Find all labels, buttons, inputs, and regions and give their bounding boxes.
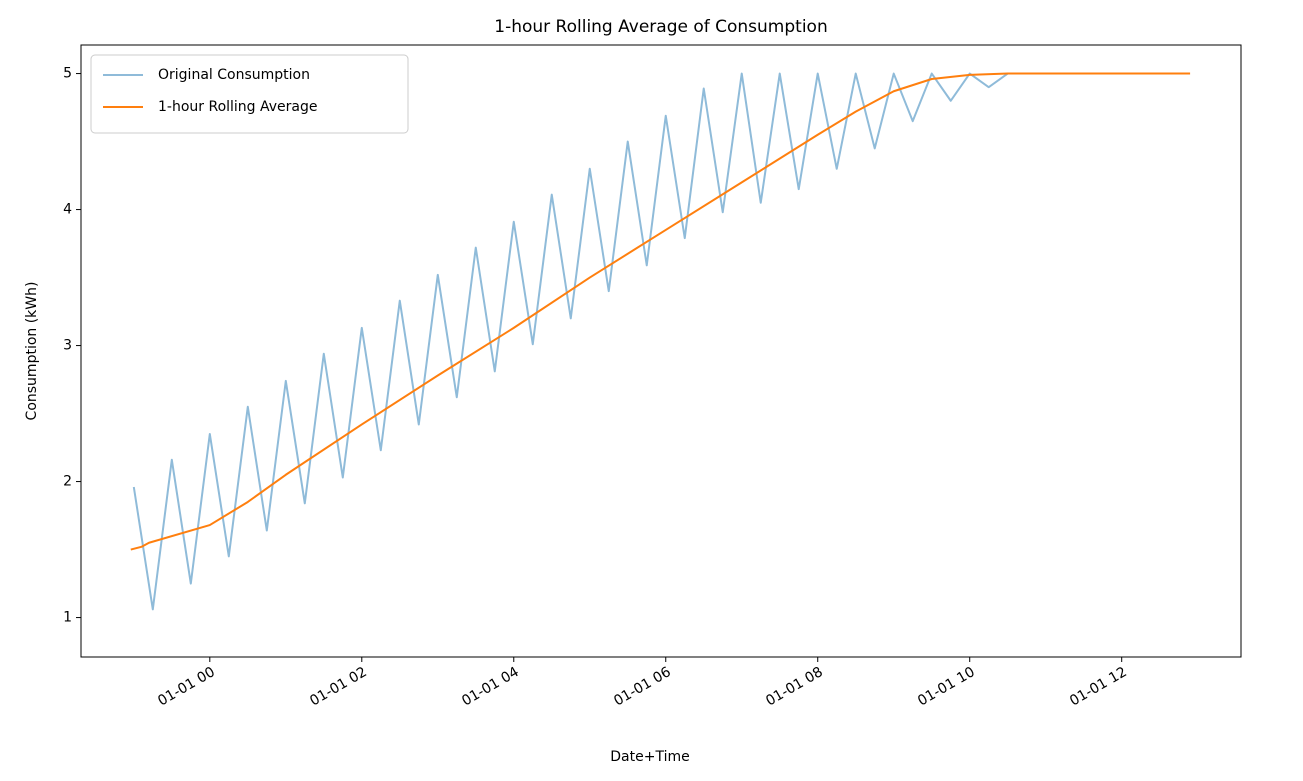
legend-box — [90, 54, 409, 134]
series-line — [130, 72, 1191, 551]
x-tick-label: 01-01 02 — [307, 664, 370, 709]
y-tick-label: 5 — [63, 66, 72, 82]
y-axis-label: Consumption (kWh) — [24, 282, 40, 421]
x-tick-label: 01-01 00 — [155, 664, 218, 709]
y-tick-label: 4 — [63, 202, 72, 218]
x-tick-label: 01-01 06 — [611, 664, 674, 709]
x-tick-label: 01-01 04 — [459, 664, 522, 709]
y-tick-label: 2 — [63, 474, 72, 490]
series-line — [132, 72, 1009, 611]
chart-title: 1-hour Rolling Average of Consumption — [494, 17, 827, 37]
x-axis-label: Date+Time — [610, 749, 689, 765]
plot-frame — [80, 44, 1242, 658]
x-tick-label: 01-01 10 — [915, 664, 978, 709]
legend-label: 1-hour Rolling Average — [158, 99, 318, 115]
x-tick-label: 01-01 12 — [1067, 664, 1130, 709]
y-tick-label: 1 — [63, 610, 72, 626]
legend-label: Original Consumption — [158, 67, 310, 83]
x-tick-label: 01-01 08 — [763, 664, 826, 709]
y-tick-label: 3 — [63, 338, 72, 354]
